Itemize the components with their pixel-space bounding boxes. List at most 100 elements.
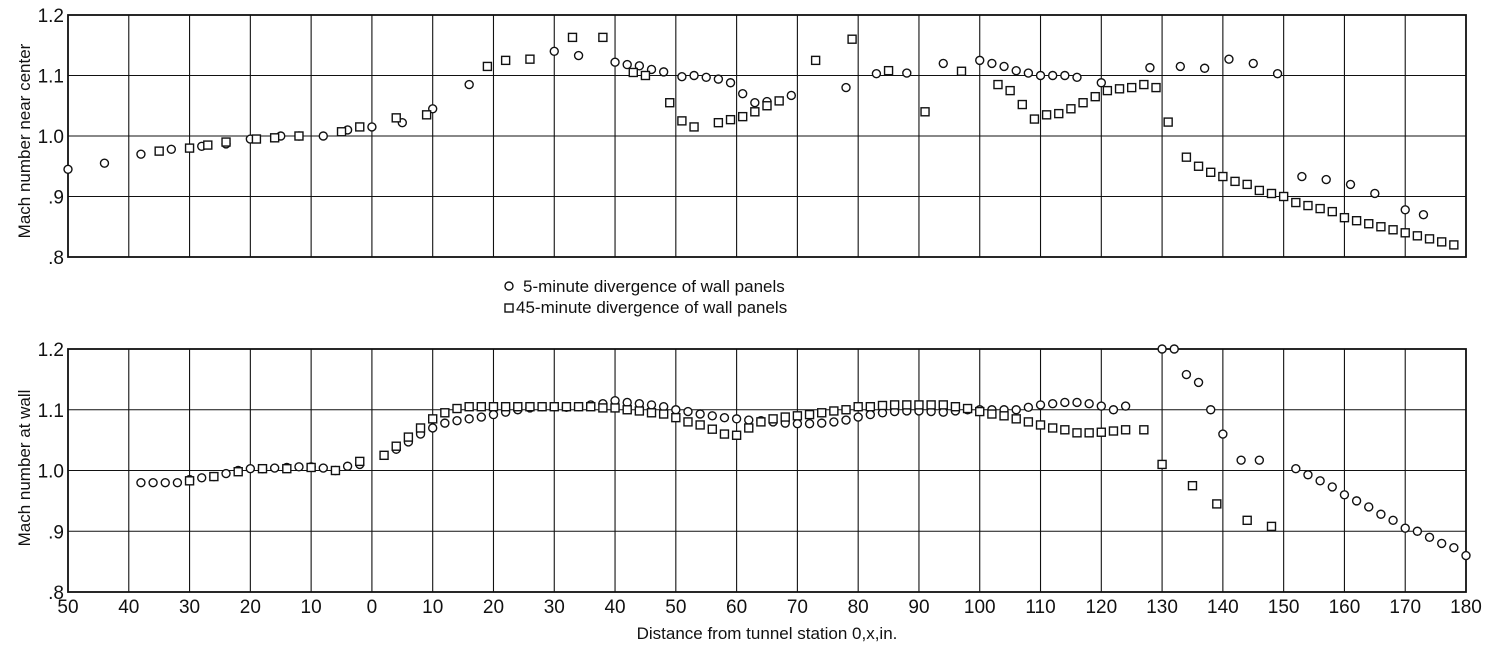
bottom-point-5-minute — [269, 463, 280, 473]
top-point-5-minute — [166, 144, 177, 155]
top-y-tick-label: 1.1 — [38, 67, 64, 88]
top-point-45-minute — [567, 32, 578, 43]
bottom-point-45-minute — [877, 400, 888, 411]
x-tick-label: 180 — [1450, 597, 1482, 618]
bottom-point-45-minute — [573, 402, 584, 412]
top-point-45-minute — [920, 107, 930, 117]
bottom-point-45-minute — [379, 450, 389, 461]
top-point-45-minute — [762, 101, 772, 111]
top-point-5-minute — [1224, 54, 1234, 64]
bottom-point-5-minute — [683, 406, 693, 417]
bottom-point-45-minute — [999, 411, 1009, 421]
top-point-45-minute — [355, 122, 365, 132]
top-point-45-minute — [1090, 91, 1100, 102]
bottom-point-45-minute — [926, 400, 936, 410]
bottom-point-5-minute — [1084, 398, 1094, 409]
bottom-point-45-minute — [549, 402, 559, 412]
bottom-point-5-minute — [792, 419, 803, 429]
bottom-point-45-minute — [865, 402, 876, 412]
top-point-45-minute — [1193, 161, 1204, 171]
top-point-45-minute — [184, 143, 195, 153]
bottom-point-45-minute — [744, 423, 754, 433]
top-point-45-minute — [1388, 225, 1398, 235]
top-point-5-minute — [658, 67, 669, 77]
bottom-point-45-minute — [1072, 428, 1082, 438]
lower-panel-at-wall: .8.91.01.11.250 40 30 20 10 0 10 20 30 40 50 60 70 80… — [38, 340, 1482, 618]
bottom-point-45-minute — [452, 403, 462, 414]
top-point-5-minute — [622, 59, 632, 70]
top-point-45-minute — [203, 140, 213, 150]
top-y-tick-label: 1.0 — [38, 127, 64, 148]
top-point-5-minute — [713, 74, 724, 84]
top-point-5-minute — [938, 58, 948, 69]
top-point-45-minute — [1041, 110, 1052, 120]
top-point-45-minute — [956, 66, 967, 76]
bottom-point-5-minute — [1072, 397, 1082, 408]
x-tick-label: 50 — [665, 597, 686, 618]
bottom-point-5-minute — [294, 462, 304, 472]
top-point-45-minute — [1449, 240, 1459, 250]
bottom-point-5-minute — [1206, 405, 1216, 415]
top-point-45-minute — [1017, 99, 1027, 110]
bottom-point-5-minute — [221, 468, 231, 479]
bottom-point-5-minute — [1157, 344, 1167, 354]
bottom-point-45-minute — [671, 412, 681, 423]
bottom-point-45-minute — [817, 408, 827, 418]
top-point-45-minute — [810, 55, 821, 66]
top-point-45-minute — [1303, 200, 1313, 211]
bottom-point-5-minute — [1236, 455, 1246, 465]
top-point-45-minute — [713, 117, 724, 128]
top-point-45-minute — [1424, 234, 1435, 244]
bottom-point-5-minute — [342, 461, 353, 471]
bottom-point-45-minute — [330, 465, 341, 476]
x-tick-label: 10 — [301, 597, 322, 618]
top-point-5-minute — [1345, 179, 1356, 190]
top-point-45-minute — [391, 113, 401, 123]
bottom-y-tick-label: 1.2 — [38, 340, 64, 361]
bottom-point-45-minute — [719, 429, 730, 439]
bottom-point-45-minute — [427, 414, 438, 424]
top-point-45-minute — [251, 134, 262, 144]
bottom-point-45-minute — [1060, 425, 1070, 435]
bottom-point-5-minute — [1047, 398, 1058, 409]
bottom-point-5-minute — [1400, 523, 1410, 533]
top-point-5-minute — [1248, 58, 1258, 69]
top-point-5-minute — [1272, 68, 1283, 79]
top-point-45-minute — [725, 114, 736, 125]
top-point-45-minute — [628, 67, 638, 78]
top-point-5-minute — [1023, 68, 1034, 78]
top-point-45-minute — [1291, 197, 1301, 208]
top-point-5-minute — [689, 70, 699, 81]
x-tick-label: 160 — [1329, 597, 1361, 618]
bottom-point-45-minute — [634, 406, 645, 416]
bottom-point-5-minute — [719, 412, 730, 423]
bottom-point-45-minute — [889, 400, 900, 410]
top-point-45-minute — [1242, 179, 1252, 190]
bottom-point-45-minute — [987, 409, 997, 419]
top-point-5-minute — [750, 98, 760, 108]
bottom-point-45-minute — [829, 406, 839, 416]
top-point-5-minute — [464, 79, 474, 90]
bottom-point-45-minute — [403, 432, 414, 442]
bottom-point-5-minute — [1436, 538, 1447, 549]
bottom-point-5-minute — [1120, 401, 1131, 411]
top-point-45-minute — [774, 96, 784, 106]
bottom-point-5-minute — [695, 409, 705, 419]
bottom-point-45-minute — [1084, 428, 1094, 438]
top-point-45-minute — [689, 122, 699, 132]
bottom-point-5-minute — [1351, 496, 1362, 506]
y-axis-label-near-center: Mach number near center — [15, 43, 34, 238]
top-point-45-minute — [750, 107, 760, 117]
top-point-45-minute — [1315, 203, 1325, 214]
bottom-point-5-minute — [148, 477, 158, 488]
bottom-point-5-minute — [1291, 463, 1301, 474]
bottom-point-5-minute — [318, 463, 328, 473]
bottom-point-5-minute — [1376, 509, 1386, 519]
bottom-point-5-minute — [464, 414, 474, 424]
top-point-45-minute — [993, 79, 1003, 90]
bottom-point-45-minute — [841, 405, 851, 415]
top-point-45-minute — [1102, 85, 1113, 96]
bottom-point-45-minute — [1266, 521, 1277, 532]
top-point-5-minute — [737, 88, 748, 99]
legend-45-minute-label: 45-minute divergence of wall panels — [516, 298, 787, 317]
